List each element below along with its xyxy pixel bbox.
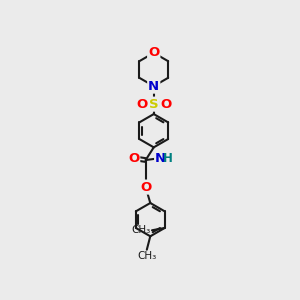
Text: O: O — [128, 152, 139, 165]
Text: O: O — [136, 98, 147, 111]
Text: S: S — [149, 98, 159, 111]
Text: H: H — [164, 152, 173, 165]
Text: CH₃: CH₃ — [137, 251, 156, 261]
Text: O: O — [160, 98, 171, 111]
Text: N: N — [148, 80, 159, 93]
Text: O: O — [148, 46, 159, 59]
Text: O: O — [140, 181, 151, 194]
Text: CH₃: CH₃ — [131, 225, 150, 235]
Text: N: N — [155, 152, 166, 165]
